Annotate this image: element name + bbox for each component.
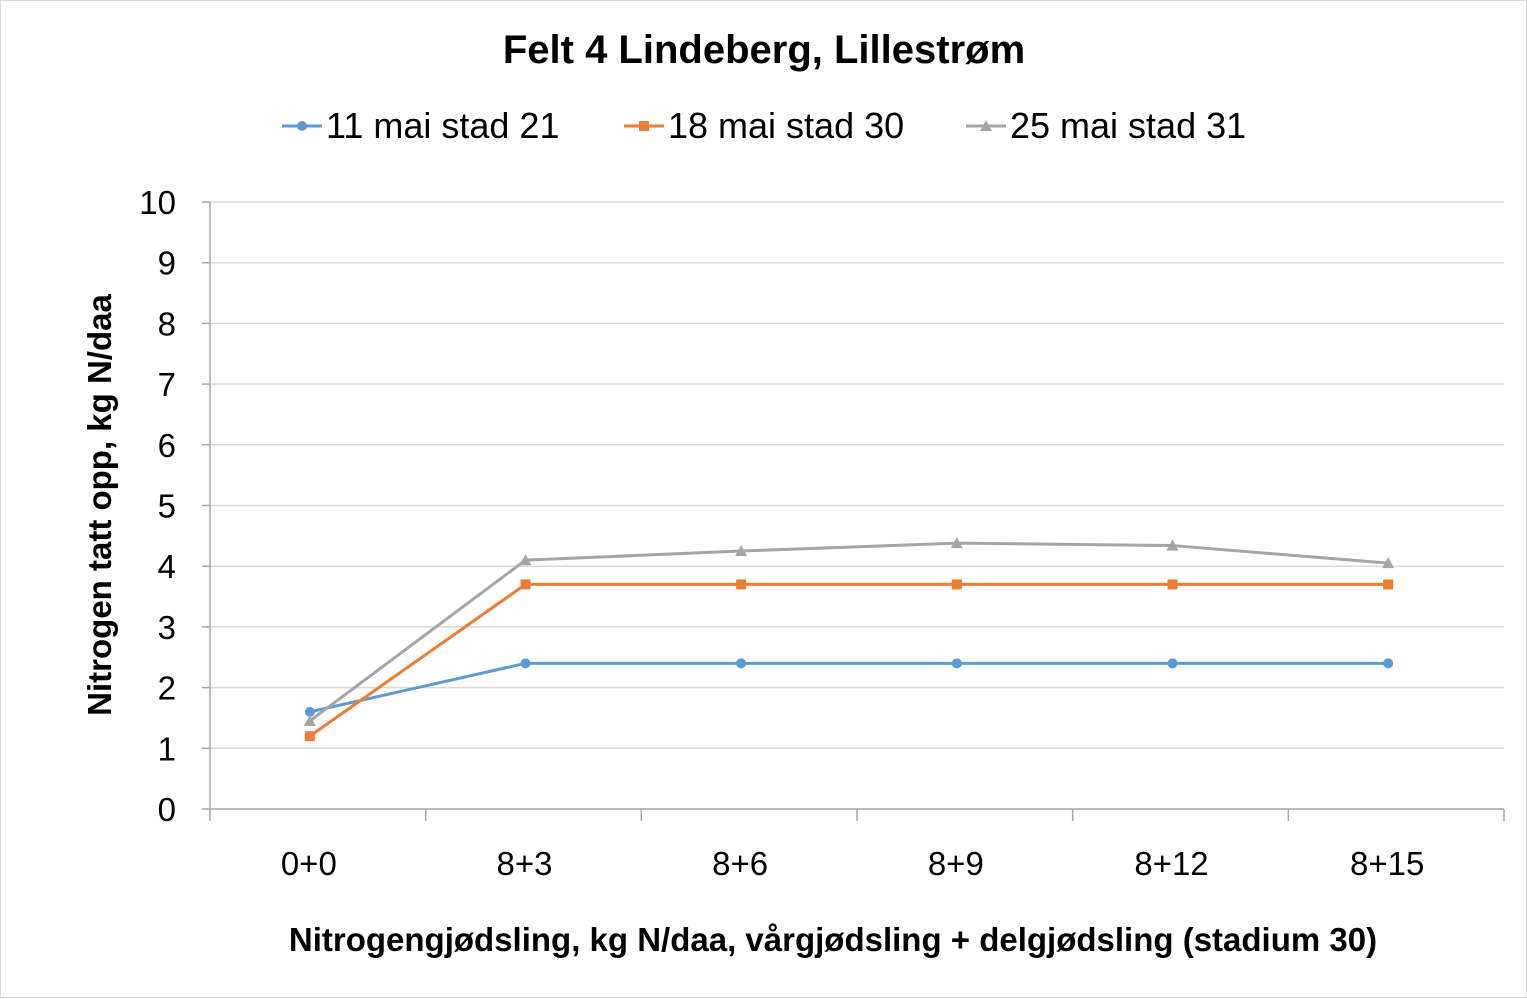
y-tick-label: 10 [139,184,176,221]
x-tick-label: 8+9 [928,845,984,882]
y-axis-title: Nitrogen tatt opp, kg N/daa [81,294,118,716]
data-point [520,579,531,590]
y-tick-label: 9 [158,245,176,282]
series-line-1 [309,661,1389,714]
data-point [735,545,748,557]
data-point [519,554,532,566]
legend-label: 11 mai stad 21 [326,105,559,146]
y-tick-label: 1 [158,730,176,767]
data-point [736,658,747,669]
data-point [1383,579,1394,590]
data-point [1167,658,1178,669]
data-point [736,579,747,590]
data-point [1166,539,1179,551]
x-tick-label: 0+0 [281,845,337,882]
y-tick-label: 8 [158,305,176,342]
y-tick-label: 0 [158,791,176,828]
x-tick-labels: 0+0 8+3 8+6 8+9 8+12 8+15 [281,845,1424,882]
legend-label: 18 mai stad 30 [668,105,904,146]
data-point [1383,658,1394,669]
axes [202,201,1505,821]
series-group [303,537,1395,742]
data-point [304,731,315,742]
legend-marker [297,121,307,131]
data-point [950,537,963,549]
data-point [520,658,531,669]
series-line-2 [308,582,1389,738]
gridlines [210,201,1504,750]
y-tick-label: 5 [158,488,176,525]
data-point [951,579,962,590]
data-point [1167,579,1178,590]
x-tick-label: 8+12 [1134,845,1208,882]
legend-marker [639,121,649,131]
data-point [1382,557,1395,569]
legend-label: 25 mai stad 31 [1010,105,1246,146]
data-point [951,658,962,669]
y-tick-label: 6 [158,427,176,464]
y-tick-label: 3 [158,609,176,646]
y-tick-label: 4 [158,548,176,585]
legend: 11 mai stad 21 18 mai stad 30 25 mai stad … [282,105,1246,146]
chart-title: Felt 4 Lindeberg, Lillestrøm [503,28,1025,72]
y-tick-label: 7 [158,366,176,403]
y-tick-label: 2 [158,670,176,707]
series-line-3 [308,541,1389,723]
x-tick-label: 8+3 [497,845,553,882]
y-tick-labels: 0 1 2 3 4 5 6 7 8 9 10 [139,184,176,828]
legend-marker [980,120,992,131]
x-tick-label: 8+15 [1350,845,1424,882]
data-point [304,706,315,717]
data-point [303,714,316,726]
x-axis-title: Nitrogengjødsling, kg N/daa, vårgjødslin… [289,921,1377,958]
x-tick-label: 8+6 [712,845,768,882]
